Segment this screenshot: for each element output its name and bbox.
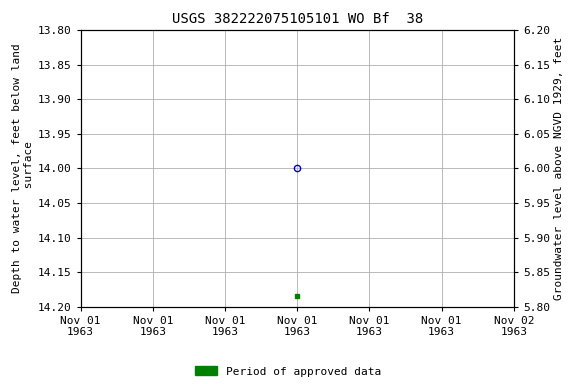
Title: USGS 382222075105101 WO Bf  38: USGS 382222075105101 WO Bf 38 — [172, 12, 423, 26]
Legend: Period of approved data: Period of approved data — [195, 366, 381, 377]
Y-axis label: Depth to water level, feet below land
 surface: Depth to water level, feet below land su… — [12, 43, 33, 293]
Y-axis label: Groundwater level above NGVD 1929, feet: Groundwater level above NGVD 1929, feet — [554, 37, 564, 300]
